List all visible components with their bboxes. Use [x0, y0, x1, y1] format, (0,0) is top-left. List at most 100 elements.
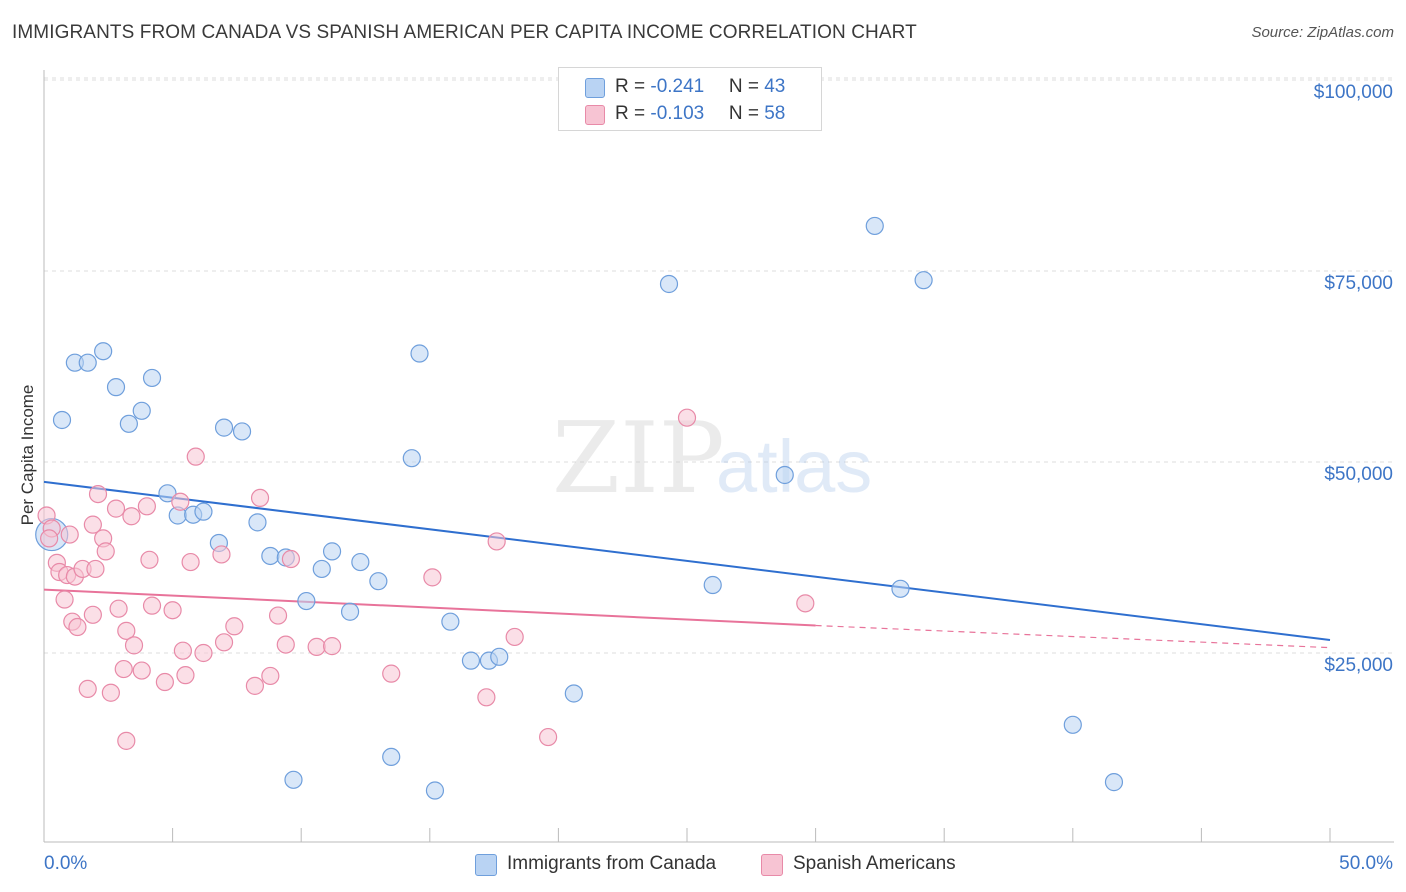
point-spanish	[88, 484, 108, 504]
point-canada	[142, 368, 162, 388]
legend-n-label: N =	[728, 103, 765, 124]
point-canada	[284, 770, 303, 789]
point-spanish	[117, 621, 136, 640]
point-spanish	[539, 727, 558, 747]
point-spanish	[677, 408, 697, 427]
point-canada	[914, 271, 933, 290]
point-canada	[410, 344, 429, 363]
point-canada	[564, 684, 583, 703]
legend-swatch-pink	[585, 105, 605, 125]
point-canada	[297, 591, 316, 611]
point-spanish	[281, 549, 301, 569]
point-spanish	[487, 532, 506, 551]
point-canada	[659, 274, 679, 294]
point-canada	[158, 484, 177, 503]
series-swatch-blue	[475, 854, 497, 876]
point-canada	[461, 651, 481, 670]
point-spanish	[96, 542, 115, 561]
point-spanish	[423, 568, 442, 587]
legend-n-value: 58	[764, 103, 786, 124]
legend-n-label: N =	[728, 76, 765, 97]
point-canada	[490, 647, 509, 666]
point-canada	[382, 747, 401, 767]
tick-labels: $25,000 $50,000 $75,000 $100,000 0.0% 50.0%	[44, 82, 1393, 874]
point-spanish	[194, 643, 213, 663]
point-spanish	[155, 672, 174, 692]
point-spanish	[55, 590, 74, 609]
point-spanish	[307, 637, 326, 656]
point-spanish	[171, 492, 190, 511]
point-spanish	[245, 676, 265, 695]
point-canada	[351, 552, 370, 572]
watermark-atlas: atlas	[716, 425, 872, 508]
source-note: Source: ZipAtlas.com	[1251, 24, 1394, 41]
point-canada	[891, 579, 910, 598]
point-canada	[425, 781, 445, 800]
point-canada	[194, 502, 213, 521]
point-spanish	[142, 596, 162, 615]
point-spanish	[83, 515, 102, 534]
point-canada	[1104, 773, 1124, 792]
point-spanish	[117, 731, 136, 750]
point-canada	[369, 572, 388, 591]
point-spanish	[40, 529, 59, 548]
point-spanish	[140, 550, 159, 569]
point-canada	[94, 342, 113, 361]
point-spanish	[68, 617, 87, 637]
point-spanish	[176, 666, 195, 685]
point-spanish	[261, 666, 280, 686]
legend-swatch-blue	[585, 78, 605, 98]
point-spanish	[276, 635, 295, 654]
x-tick-label: 50.0%	[1339, 853, 1393, 874]
point-spanish	[122, 507, 141, 526]
point-canada	[703, 575, 722, 595]
y-tick-label: $25,000	[1324, 655, 1393, 676]
point-spanish	[137, 497, 156, 516]
x-tick-label: 0.0%	[44, 853, 87, 874]
point-spanish	[114, 659, 133, 679]
point-spanish	[109, 599, 128, 618]
grid-lines	[44, 77, 1394, 654]
legend-r-label: R =	[615, 103, 651, 124]
point-canada	[441, 612, 460, 631]
y-tick-label: $75,000	[1324, 273, 1393, 294]
axes	[43, 70, 1394, 843]
series-swatch-pink	[761, 854, 783, 876]
point-spanish	[212, 545, 231, 564]
legend-r-value: -0.241	[650, 76, 705, 97]
point-spanish	[250, 488, 270, 508]
y-tick-label: $50,000	[1324, 464, 1393, 485]
point-canada	[322, 542, 342, 561]
point-canada	[119, 414, 138, 433]
point-spanish	[505, 627, 524, 647]
point-canada	[232, 422, 252, 441]
point-spanish	[83, 605, 102, 624]
point-spanish	[186, 447, 205, 466]
trend-line-spanish-extrapolated	[815, 624, 1331, 649]
legend-r-label: R =	[615, 76, 651, 97]
point-spanish	[163, 601, 182, 620]
point-canada	[106, 378, 126, 397]
point-spanish	[86, 559, 105, 579]
point-spanish	[225, 617, 244, 636]
point-canada	[261, 546, 280, 566]
point-spanish	[106, 499, 126, 518]
point-spanish	[78, 679, 97, 699]
stats-legend: R = -0.241 N = 43 R = -0.103 N = 58	[558, 67, 822, 131]
point-canada	[1063, 715, 1082, 734]
point-canada	[865, 216, 884, 236]
legend-r-value: -0.103	[650, 103, 705, 124]
trend-line-spanish	[43, 588, 816, 627]
trend-lines	[43, 480, 1331, 649]
point-spanish	[132, 661, 151, 680]
point-spanish	[477, 688, 496, 707]
point-canada	[248, 513, 267, 532]
series-label: Spanish Americans	[793, 853, 956, 874]
series-legend: Immigrants from Canada Spanish Americans	[0, 852, 1406, 878]
point-spanish	[101, 683, 120, 702]
point-spanish	[181, 552, 200, 572]
legend-n-value: 43	[764, 76, 786, 97]
point-canada	[52, 410, 72, 430]
point-canada	[312, 559, 331, 579]
